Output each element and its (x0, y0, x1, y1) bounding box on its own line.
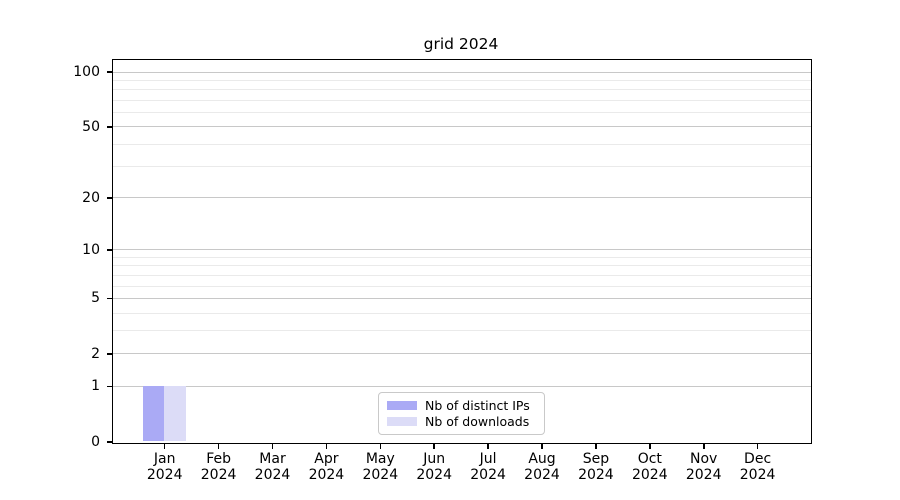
chart-title: grid 2024 (423, 35, 499, 53)
x-tick-year: 2024 (146, 467, 183, 483)
legend-swatch-downloads-icon (387, 417, 417, 426)
major-gridline (112, 297, 811, 299)
x-tick-label: Apr 2024 (291, 451, 361, 483)
x-tick-mark (649, 443, 651, 449)
x-tick-label: Sep 2024 (561, 451, 631, 483)
minor-gridline (112, 89, 811, 91)
minor-gridline (112, 79, 811, 81)
y-tick-mark (106, 385, 112, 388)
x-tick-month: Dec (744, 451, 772, 467)
x-tick-label: Jul 2024 (453, 451, 523, 483)
x-tick-label: May 2024 (345, 451, 415, 483)
minor-gridline (112, 330, 811, 332)
legend-swatch-distinct-ips-icon (387, 401, 417, 410)
legend-item-distinct-ips: Nb of distinct IPs (387, 399, 536, 412)
minor-gridline (112, 274, 811, 276)
x-tick-month: Jun (423, 451, 446, 467)
x-tick-mark (703, 443, 705, 449)
y-tick-mark (106, 249, 112, 251)
x-tick-label: Feb 2024 (184, 451, 254, 483)
x-tick-year: 2024 (631, 467, 668, 483)
x-tick-month: Sep (582, 451, 610, 467)
y-tick-mark (106, 353, 112, 355)
x-tick-month: Nov (690, 451, 718, 467)
x-tick-label: Dec 2024 (723, 451, 793, 483)
x-tick-mark (541, 443, 543, 449)
y-tick-label: 0 (91, 434, 100, 450)
y-tick-label: 2 (91, 345, 100, 362)
x-tick-label: Aug 2024 (507, 451, 577, 483)
y-tick-label: 100 (73, 64, 100, 80)
x-tick-label: Jan 2024 (130, 451, 200, 483)
bars-layer (113, 60, 811, 443)
x-tick-mark (271, 443, 274, 449)
x-tick-mark (217, 443, 220, 449)
x-tick-mark (163, 443, 166, 449)
x-tick-mark (487, 443, 489, 449)
y-tick-mark (106, 126, 112, 128)
major-gridline (112, 353, 811, 355)
legend: Nb of distinct IPs Nb of downloads (378, 392, 545, 435)
minor-gridline (112, 256, 811, 258)
y-tick-mark (106, 297, 112, 300)
y-tick-mark (106, 441, 112, 443)
x-tick-year: 2024 (685, 467, 722, 483)
major-gridline (112, 249, 811, 251)
minor-gridline (112, 99, 811, 101)
major-gridline (112, 385, 811, 387)
minor-gridline (112, 166, 811, 168)
x-tick-mark (595, 443, 597, 449)
y-tick-mark (106, 71, 112, 73)
x-tick-month: Oct (637, 451, 662, 467)
minor-gridline (112, 111, 811, 113)
major-gridline (112, 197, 811, 199)
minor-gridline (112, 285, 811, 287)
x-tick-month: Aug (528, 451, 556, 467)
bar-distinct-ips (142, 385, 165, 442)
x-tick-year: 2024 (524, 467, 560, 483)
x-tick-year: 2024 (308, 467, 345, 483)
x-tick-month: Jul (479, 451, 497, 467)
x-tick-mark (433, 443, 435, 449)
x-tick-label: Jun 2024 (399, 451, 469, 483)
legend-label-downloads: Nb of downloads (425, 414, 530, 429)
legend-label-distinct-ips: Nb of distinct IPs (425, 398, 530, 413)
x-tick-month: Apr (314, 451, 339, 467)
y-tick-label: 1 (91, 378, 100, 395)
x-tick-label: Mar 2024 (238, 451, 308, 483)
y-tick-label: 5 (91, 290, 100, 307)
y-tick-label: 50 (82, 118, 100, 135)
x-tick-year: 2024 (470, 467, 506, 483)
x-tick-month: Feb (206, 451, 231, 467)
x-tick-month: Jan (153, 451, 176, 467)
x-tick-mark (756, 443, 759, 449)
x-tick-month: Mar (259, 451, 286, 467)
x-tick-mark (325, 443, 328, 449)
major-gridline (112, 71, 811, 73)
x-tick-month: May (365, 451, 395, 467)
minor-gridline (112, 143, 811, 145)
x-tick-year: 2024 (739, 467, 776, 483)
x-tick-label: Oct 2024 (615, 451, 685, 483)
x-tick-mark (379, 443, 381, 449)
minor-gridline (112, 312, 811, 314)
y-tick-mark (106, 197, 112, 199)
x-tick-year: 2024 (578, 467, 614, 483)
x-tick-year: 2024 (362, 467, 399, 483)
x-tick-year: 2024 (200, 467, 237, 483)
bar-downloads (164, 385, 186, 442)
x-tick-year: 2024 (416, 467, 452, 483)
y-tick-label: 20 (82, 189, 100, 206)
x-tick-year: 2024 (254, 467, 291, 483)
major-gridline (112, 126, 811, 128)
plot-area (111, 58, 812, 444)
y-tick-label: 10 (82, 241, 100, 258)
x-tick-label: Nov 2024 (669, 451, 739, 483)
legend-item-downloads: Nb of downloads (387, 415, 536, 428)
minor-gridline (112, 265, 811, 267)
grid-layer (112, 60, 811, 443)
